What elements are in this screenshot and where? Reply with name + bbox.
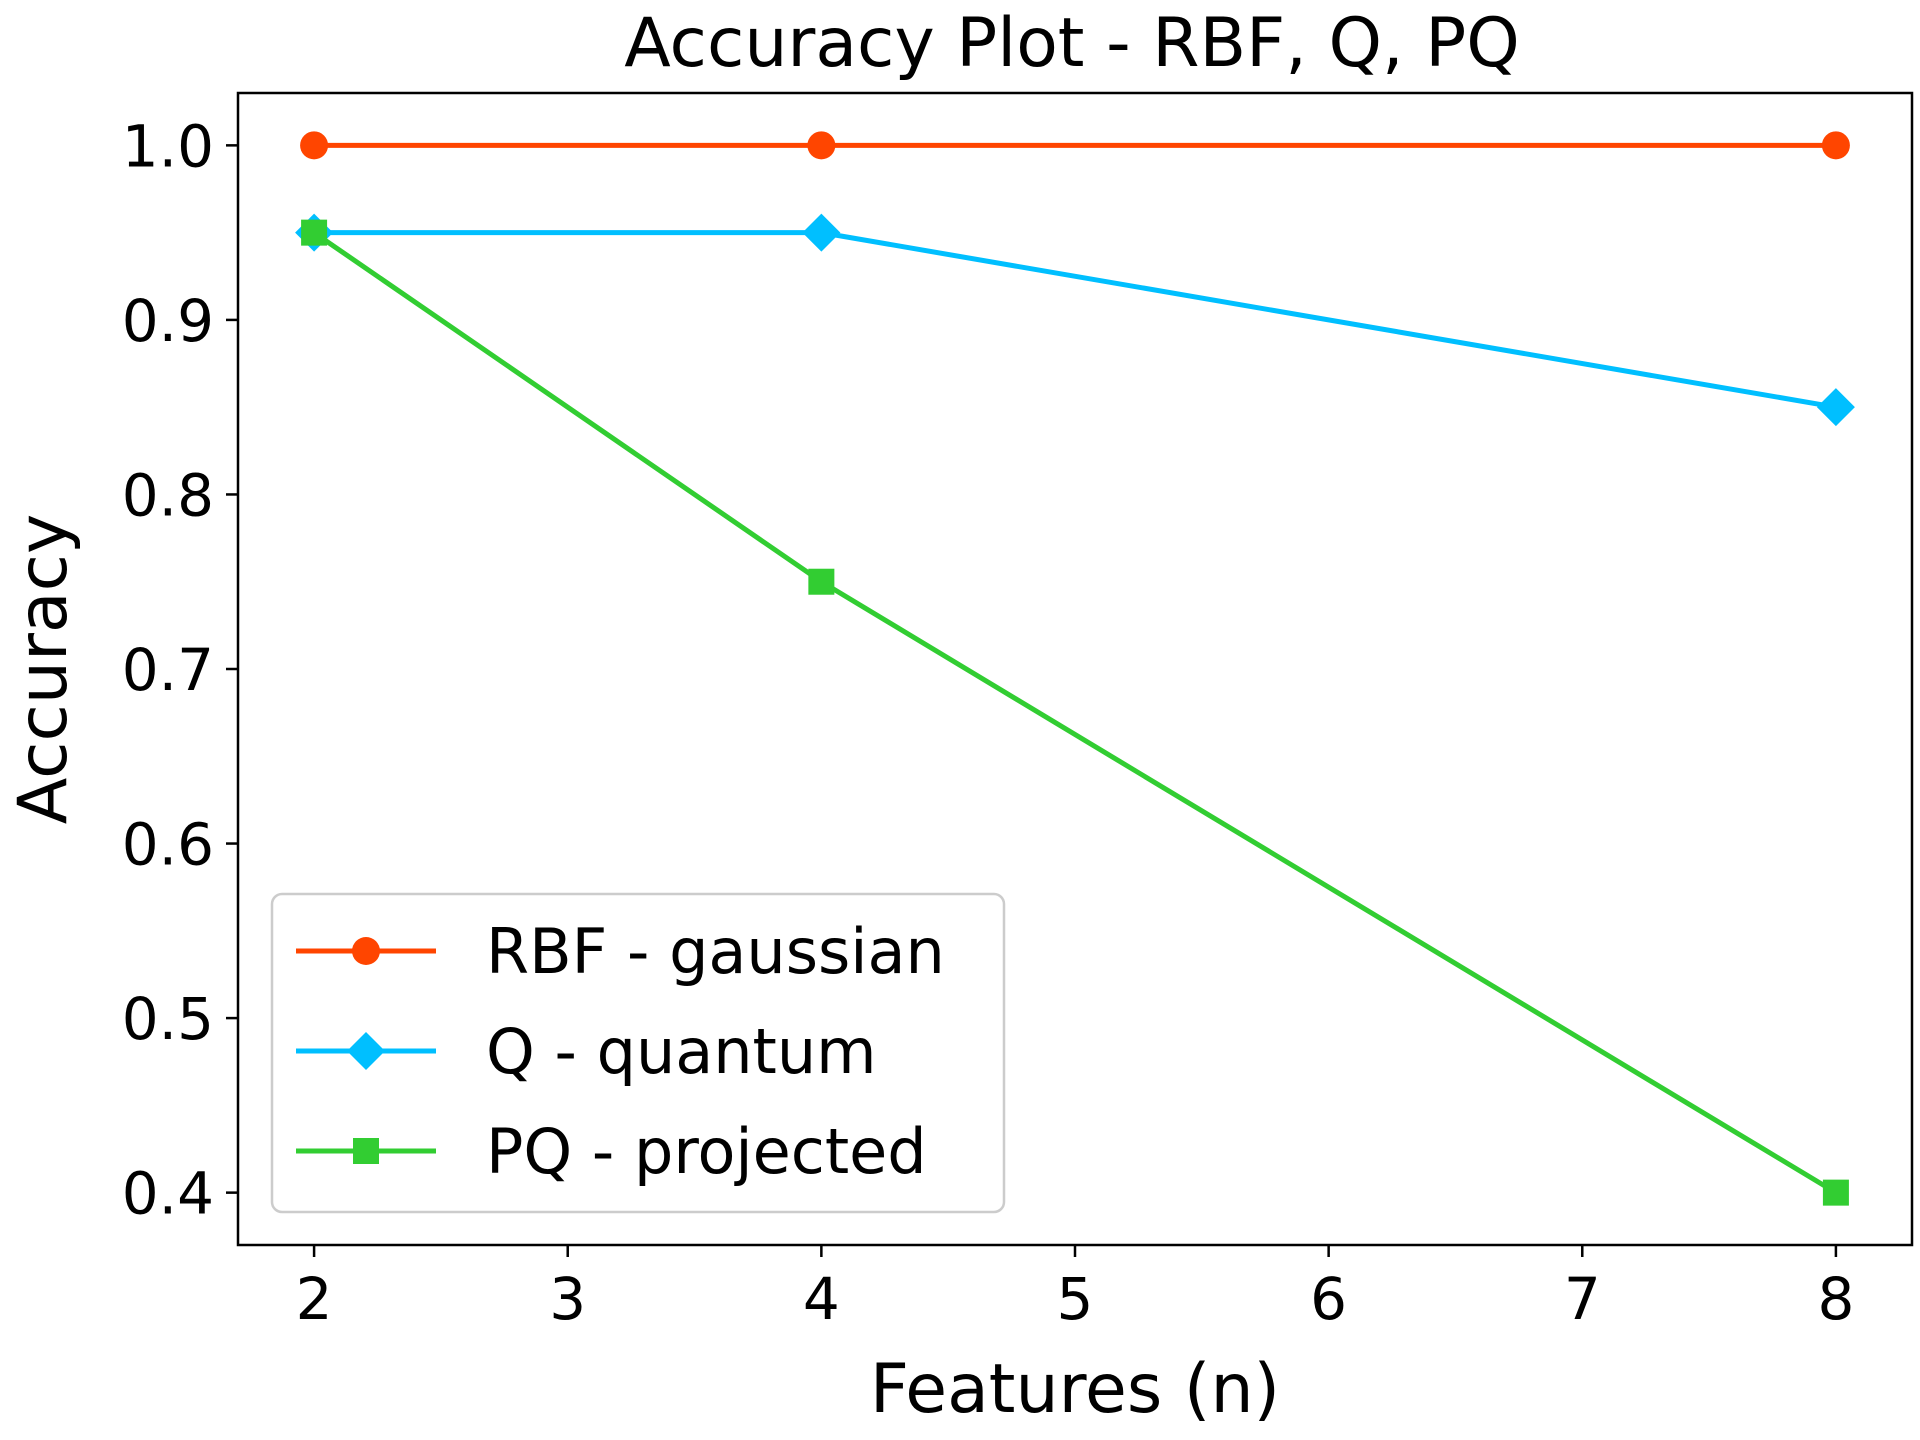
legend-item-0: RBF - gaussian xyxy=(296,915,945,988)
data-point xyxy=(1822,1179,1849,1206)
x-tick-label: 8 xyxy=(1817,1265,1854,1333)
legend-frame xyxy=(270,892,1006,1214)
y-tick-label: 0.9 xyxy=(122,287,214,355)
data-point xyxy=(300,131,329,160)
x-tick-label: 4 xyxy=(803,1265,840,1333)
legend-items: RBF - gaussian Q - quantum PQ - projected xyxy=(296,915,945,1188)
y-tick-label: 0.8 xyxy=(122,461,214,529)
y-axis-label: Accuracy xyxy=(4,514,83,824)
x-tick-label: 3 xyxy=(549,1265,586,1333)
data-point xyxy=(1821,131,1850,160)
legend-marker xyxy=(347,1032,385,1070)
series-0 xyxy=(300,131,1850,160)
chart-title: Accuracy Plot - RBF, Q, PQ xyxy=(624,4,1520,83)
y-tick-label: 0.4 xyxy=(122,1160,214,1228)
legend-marker xyxy=(353,1138,379,1164)
y-tick-label: 0.6 xyxy=(122,811,214,879)
legend: RBF - gaussian Q - quantum PQ - projected xyxy=(270,892,1006,1214)
legend-label: RBF - gaussian xyxy=(486,915,945,988)
y-axis-ticks: 0.4 0.5 0.6 0.7 0.8 0.9 1.0 xyxy=(122,112,238,1228)
series-2 xyxy=(301,219,1849,1206)
data-point xyxy=(1816,388,1855,427)
x-axis-label: Features (n) xyxy=(870,1350,1280,1429)
legend-item-2: PQ - projected xyxy=(296,1115,927,1188)
series-layer xyxy=(295,131,1855,1206)
legend-item-1: Q - quantum xyxy=(296,1015,877,1088)
x-axis-ticks: 2 3 4 5 6 7 8 xyxy=(296,1245,1854,1333)
data-point xyxy=(802,213,841,252)
x-tick-label: 6 xyxy=(1310,1265,1347,1333)
legend-label: Q - quantum xyxy=(486,1015,877,1088)
x-tick-label: 5 xyxy=(1057,1265,1094,1333)
data-point xyxy=(301,219,328,246)
x-tick-label: 7 xyxy=(1564,1265,1601,1333)
y-tick-label: 0.7 xyxy=(122,636,214,704)
data-point xyxy=(808,568,835,595)
legend-label: PQ - projected xyxy=(486,1115,927,1188)
y-tick-label: 1.0 xyxy=(122,112,214,180)
x-tick-label: 2 xyxy=(296,1265,333,1333)
legend-marker xyxy=(352,937,380,965)
y-tick-label: 0.5 xyxy=(122,985,214,1053)
data-point xyxy=(807,131,836,160)
